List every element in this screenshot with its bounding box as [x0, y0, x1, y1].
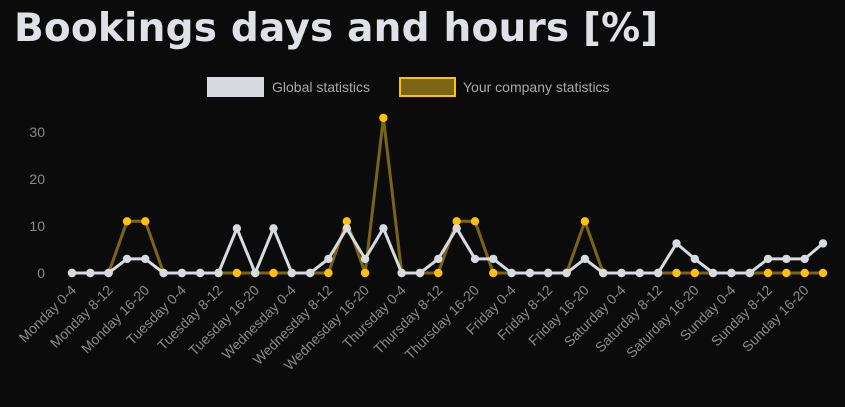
company-data-point — [434, 268, 443, 278]
global-data-point — [360, 254, 370, 264]
global-data-point — [690, 254, 699, 264]
global-data-point — [324, 254, 333, 264]
global-data-point — [415, 268, 425, 278]
legend-swatch-company — [399, 77, 456, 97]
global-data-point — [782, 254, 791, 264]
global-data-point — [214, 268, 223, 278]
global-data-point — [159, 268, 168, 278]
global-data-point — [562, 268, 571, 278]
company-data-point — [763, 268, 773, 278]
company-data-point — [690, 268, 699, 278]
global-data-point — [305, 268, 315, 278]
global-data-point — [727, 268, 736, 278]
chart-legend: Global statistics Your company statistics — [207, 77, 610, 97]
global-data-point — [269, 224, 278, 233]
global-data-point — [672, 239, 681, 248]
global-data-point — [251, 268, 260, 278]
global-data-point — [379, 224, 388, 233]
global-data-point — [599, 268, 608, 278]
y-tick-label: 30 — [29, 124, 45, 140]
company-data-point — [342, 217, 351, 226]
y-tick-label: 0 — [37, 265, 45, 281]
global-data-point — [653, 268, 663, 278]
company-data-point — [580, 217, 590, 226]
global-data-point — [617, 268, 626, 278]
global-data-point — [67, 268, 77, 278]
global-data-point — [141, 254, 150, 264]
company-data-point — [379, 113, 388, 123]
global-data-point — [196, 268, 205, 278]
global-data-point — [122, 254, 132, 264]
company-data-point — [782, 268, 791, 278]
company-data-point — [360, 268, 370, 278]
global-data-point — [470, 254, 480, 264]
company-data-point — [232, 268, 242, 278]
global-data-point — [635, 268, 644, 278]
global-data-point — [708, 268, 718, 278]
company-data-point — [452, 217, 461, 226]
global-data-point — [86, 268, 95, 278]
company-data-point — [141, 217, 150, 226]
global-data-point — [544, 268, 553, 278]
company-data-point — [672, 268, 681, 278]
global-data-point — [489, 254, 498, 264]
page-title: Bookings days and hours [%] — [14, 6, 659, 51]
company-data-point — [122, 217, 132, 226]
global-data-point — [342, 224, 351, 233]
global-data-point — [525, 268, 535, 278]
global-data-point — [800, 254, 809, 264]
company-data-point — [470, 217, 480, 226]
global-data-point — [177, 268, 187, 278]
global-data-point — [104, 268, 113, 278]
y-axis: 0 10 20 30 — [29, 124, 45, 281]
global-data-point — [232, 224, 242, 233]
legend-swatch-global — [207, 77, 264, 97]
company-series-line — [72, 116, 823, 275]
global-data-point — [580, 254, 590, 264]
global-data-point — [745, 268, 754, 278]
global-data-point — [452, 224, 461, 233]
series-layer — [67, 113, 828, 278]
y-tick-label: 20 — [29, 171, 45, 187]
global-data-point — [397, 268, 406, 278]
company-data-point — [269, 268, 278, 278]
global-data-point — [434, 254, 443, 264]
company-data-point — [324, 268, 333, 278]
company-data-point — [489, 268, 498, 278]
legend-label-global: Global statistics — [272, 79, 370, 95]
global-data-point — [818, 239, 828, 248]
global-data-point — [507, 268, 516, 278]
company-data-point — [818, 268, 828, 278]
company-data-point — [800, 268, 809, 278]
legend-label-company: Your company statistics — [463, 79, 610, 95]
y-tick-label: 10 — [29, 218, 45, 234]
global-data-point — [287, 268, 296, 278]
global-data-point — [763, 254, 773, 264]
